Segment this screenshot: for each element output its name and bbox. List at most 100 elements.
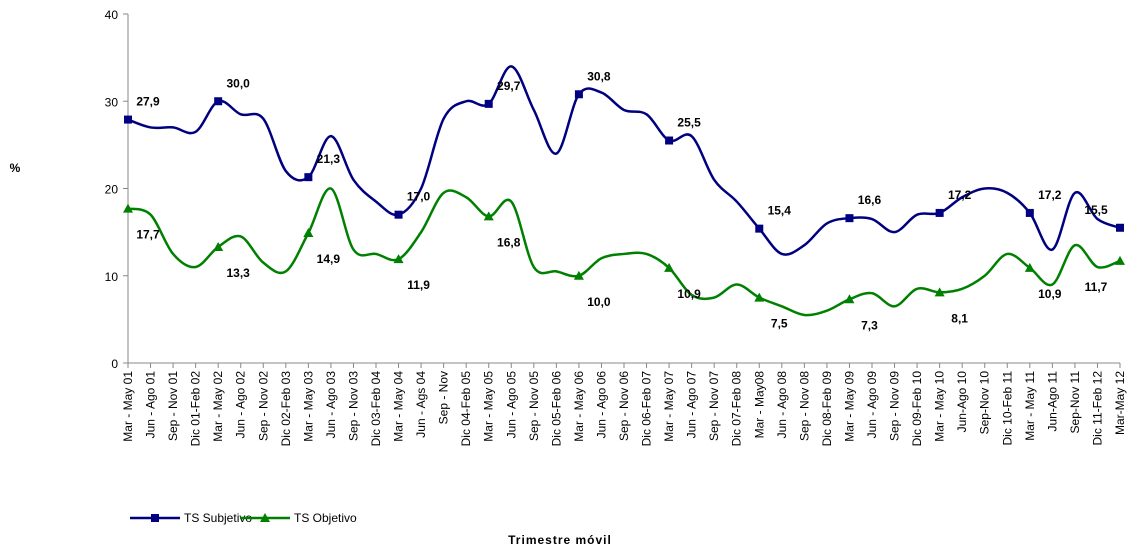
legend-label: TS Subjetivo — [184, 511, 252, 525]
data-label: 17,0 — [407, 190, 431, 204]
x-tick-label: Dic 06-Feb 07 — [640, 371, 654, 447]
x-tick-label: Mar - May 01 — [121, 371, 135, 442]
marker — [303, 227, 314, 237]
x-axis-label: Trimestre móvil — [508, 533, 612, 547]
x-tick-label: Sep - Nov 03 — [346, 371, 360, 441]
data-label: 16,6 — [858, 193, 882, 207]
marker — [260, 513, 270, 522]
marker — [1025, 208, 1034, 217]
marker — [304, 173, 313, 182]
x-tick-label: Sep-Nov 10 — [978, 371, 992, 435]
marker — [665, 136, 674, 145]
y-tick-label: 30 — [105, 95, 119, 109]
x-tick-label: Mar - May 03 — [301, 371, 315, 442]
x-tick-label: Dic 11-Feb 12 — [1090, 371, 1104, 446]
data-label: 30,8 — [587, 69, 611, 83]
x-tick-label: Dic 08-Feb 09 — [820, 371, 834, 447]
marker — [844, 294, 855, 304]
marker — [934, 287, 945, 297]
marker — [394, 210, 403, 219]
x-tick-label: Sep - Nov 02 — [256, 371, 270, 441]
data-label: 16,8 — [497, 235, 521, 249]
x-tick-label: Jun - Ago 05 — [504, 371, 518, 439]
marker — [574, 90, 583, 99]
x-tick-label: Sep - Nov 08 — [797, 371, 811, 441]
x-tick-label: Sep - Nov 05 — [527, 371, 541, 441]
data-label: 21,3 — [317, 152, 341, 166]
data-label: 10,0 — [587, 295, 611, 309]
x-tick-label: Mar - May 04 — [392, 371, 406, 442]
x-tick-label: Mar - May 06 — [572, 371, 586, 442]
x-tick-label: Dic 04-Feb 05 — [459, 371, 473, 447]
x-tick-label: Sep - Nov 09 — [888, 371, 902, 441]
x-tick-label: Mar - May 11 — [1023, 371, 1037, 441]
x-tick-label: Mar-May 12 — [1113, 371, 1127, 435]
data-label: 30,0 — [227, 76, 251, 90]
y-tick-label: 40 — [105, 8, 119, 22]
marker — [845, 214, 854, 223]
marker — [754, 292, 765, 302]
x-tick-label: Jun - Ago 07 — [685, 371, 699, 439]
x-tick-label: Dic 02-Feb 03 — [279, 371, 293, 447]
x-tick-label: Sep - Nov 01 — [166, 371, 180, 441]
x-tick-label: Jun-Ago 10 — [955, 371, 969, 433]
x-tick-label: Jun - Ags 04 — [414, 371, 428, 438]
x-tick-label: Mar - May 07 — [662, 371, 676, 442]
x-tick-label: Jun - Ago 08 — [775, 371, 789, 439]
x-tick-label: Dic 01-Feb 02 — [189, 371, 203, 447]
data-label: 8,1 — [951, 311, 968, 325]
x-tick-label: Mar - May08 — [752, 371, 766, 439]
data-label: 15,5 — [1084, 203, 1108, 217]
x-tick-label: Mar - May 02 — [211, 371, 225, 442]
x-tick-label: Mar - May 10 — [933, 371, 947, 442]
data-label: 7,5 — [771, 317, 788, 331]
x-tick-label: Jun - Ago 02 — [234, 371, 248, 439]
marker — [573, 270, 584, 280]
marker — [124, 115, 132, 124]
x-tick-label: Sep - Nov 07 — [707, 371, 721, 441]
x-tick-label: Dic 10-Feb 11 — [1000, 371, 1014, 446]
marker — [484, 99, 493, 108]
x-tick-label: Sep-Nov 11 — [1068, 371, 1082, 434]
line — [127, 65, 1121, 256]
x-tick-label: Jun-Ago 11 — [1045, 371, 1059, 432]
marker — [664, 262, 675, 272]
line — [127, 187, 1121, 317]
data-label: 13,3 — [227, 266, 251, 280]
marker — [213, 241, 224, 251]
x-tick-label: Dic 05-Feb 06 — [549, 371, 563, 447]
legend-label: TS Objetivo — [294, 511, 357, 525]
x-tick-label: Sep - Nov — [437, 371, 451, 424]
marker — [483, 211, 494, 221]
y-tick-label: 0 — [111, 357, 118, 371]
marker — [935, 208, 944, 217]
x-tick-label: Dic 09-Feb 10 — [910, 371, 924, 447]
data-label: 10,9 — [677, 287, 701, 301]
y-tick-label: 20 — [105, 183, 119, 197]
x-tick-label: Jun - Ago 09 — [865, 371, 879, 439]
data-label: 14,9 — [317, 252, 341, 266]
data-label: 11,7 — [1085, 280, 1108, 294]
y-axis-label: % — [10, 161, 21, 175]
x-tick-label: Sep - Nov 06 — [617, 371, 631, 441]
x-tick-label: Jun - Ago 01 — [144, 371, 158, 439]
x-tick-label: Dic 07-Feb 08 — [730, 371, 744, 447]
marker — [151, 514, 159, 522]
x-tick-label: Mar - May 09 — [842, 371, 856, 442]
data-label: 10,9 — [1038, 287, 1062, 301]
data-label: 17,7 — [136, 228, 160, 242]
data-label: 17,2 — [948, 188, 972, 202]
marker — [393, 254, 404, 264]
x-tick-label: Dic 03-Feb 04 — [369, 371, 383, 447]
data-label: 25,5 — [677, 116, 701, 130]
marker — [123, 203, 133, 213]
x-tick-label: Jun - Ago 03 — [324, 371, 338, 439]
marker — [1115, 255, 1125, 265]
marker — [1116, 223, 1124, 232]
marker — [214, 97, 223, 106]
y-tick-label: 10 — [105, 270, 119, 284]
data-label: 17,2 — [1038, 188, 1062, 202]
x-tick-label: Mar - May 05 — [482, 371, 496, 442]
